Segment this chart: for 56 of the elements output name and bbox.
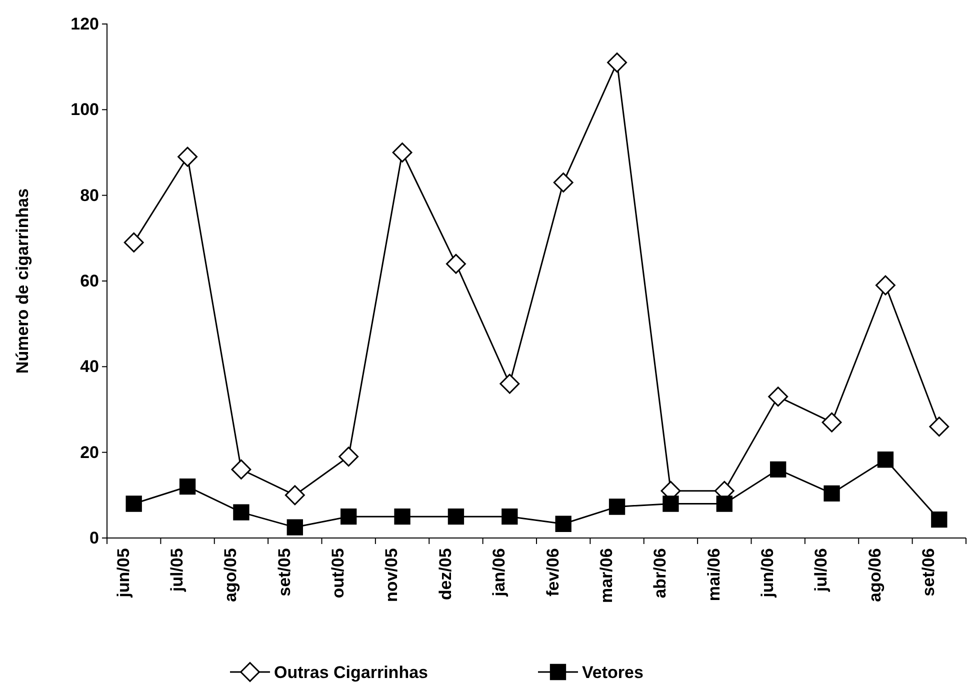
x-tick-label: nov/05	[382, 548, 402, 602]
y-tick-label: 40	[80, 357, 99, 376]
x-tick-label: jun/05	[114, 548, 133, 598]
x-tick-label: abr/06	[650, 548, 670, 598]
point	[502, 508, 518, 525]
x-tick-label: set/06	[919, 548, 938, 596]
point	[768, 386, 788, 407]
point	[392, 142, 412, 162]
legend-label: Vetores	[582, 663, 644, 682]
point	[448, 508, 464, 525]
point	[340, 508, 357, 525]
point	[124, 232, 144, 252]
point	[608, 498, 626, 515]
point	[284, 485, 305, 506]
point	[931, 512, 948, 528]
point	[876, 275, 896, 296]
x-tick-label: ago/06	[865, 548, 884, 602]
point	[553, 172, 574, 192]
y-tick-label: 0	[90, 528, 99, 548]
point	[877, 452, 894, 468]
legend-label: Outras Cigarrinhas	[274, 663, 428, 682]
x-tick-label: jun/06	[758, 548, 777, 598]
point	[126, 496, 142, 512]
x-tick-label: fev/06	[543, 548, 562, 596]
point	[929, 416, 950, 437]
point	[822, 412, 842, 432]
point	[178, 146, 198, 167]
point	[607, 52, 627, 73]
point	[500, 374, 520, 394]
point	[555, 516, 572, 532]
point	[338, 446, 359, 467]
point	[716, 496, 732, 512]
x-tick-label: jan/06	[490, 548, 509, 598]
point	[770, 461, 786, 478]
x-tick-label: out/05	[328, 548, 348, 598]
x-tick-label: mai/06	[704, 548, 724, 602]
point	[286, 519, 303, 536]
point	[394, 508, 410, 525]
x-tick-label: jul/06	[812, 548, 831, 593]
x-tick-label: ago/05	[221, 548, 240, 602]
y-tick-label: 60	[80, 271, 99, 290]
x-tick-label: set/05	[274, 548, 294, 596]
x-tick-label: mar/06	[596, 548, 616, 604]
y-axis-title: Número de cigarrinhas	[13, 188, 32, 374]
point	[446, 254, 466, 274]
y-tick-label: 120	[70, 14, 99, 34]
point	[662, 496, 679, 512]
point	[231, 459, 252, 480]
point	[179, 478, 196, 495]
x-tick-label: dez/05	[436, 548, 455, 600]
y-tick-label: 100	[70, 100, 99, 120]
x-tick-label: jul/05	[167, 548, 186, 593]
y-tick-label: 20	[80, 442, 99, 462]
point	[824, 485, 840, 502]
y-tick-label: 80	[80, 186, 99, 205]
point	[233, 504, 250, 520]
